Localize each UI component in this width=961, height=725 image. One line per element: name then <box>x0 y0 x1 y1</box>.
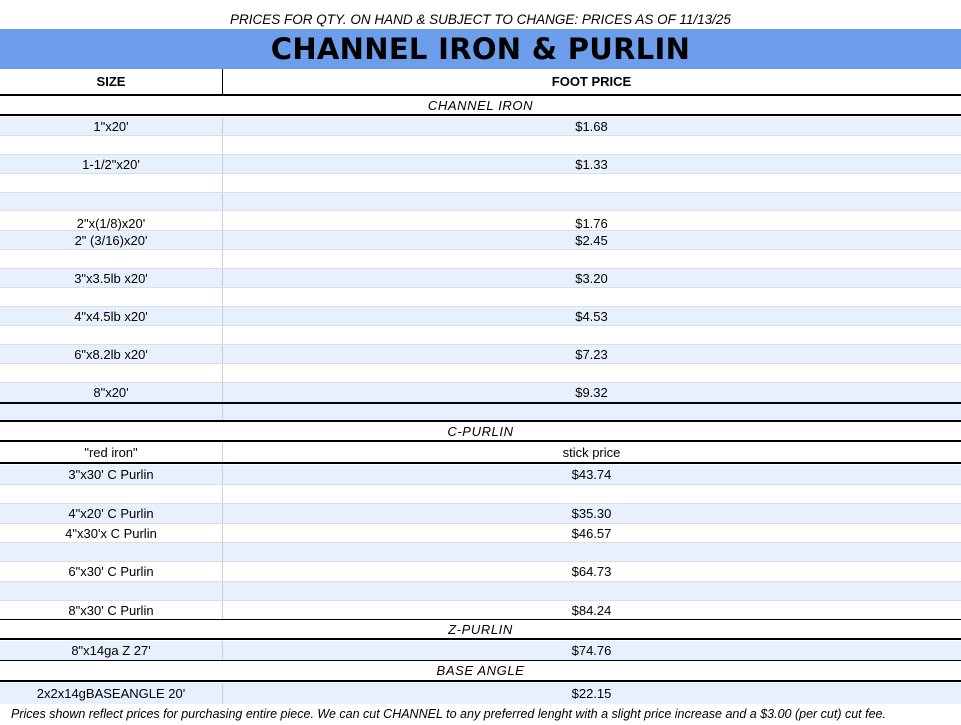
table-row: 6"x8.2lb x20' $7.23 <box>0 345 961 364</box>
section-channel-iron: CHANNEL IRON <box>0 96 961 116</box>
price-cell: $1.76 <box>575 216 608 231</box>
table-row: 8"x30' C Purlin $84.24 <box>0 601 961 620</box>
price-cell: $43.74 <box>571 467 612 482</box>
header-size: SIZE <box>96 74 126 89</box>
price-cell: $35.30 <box>571 506 612 521</box>
table-row: 2" (3/16)x20' $2.45 <box>0 231 961 250</box>
table-row: 8"x14ga Z 27' $74.76 <box>0 641 961 661</box>
size-cell: 6"x8.2lb x20' <box>74 346 148 362</box>
price-cell: $4.53 <box>575 308 608 324</box>
size-cell <box>0 174 222 192</box>
subheader-stick-price: stick price <box>562 445 621 460</box>
size-cell <box>0 250 222 268</box>
table-row: 3"x30' C Purlin $43.74 <box>0 465 961 485</box>
size-cell <box>0 326 222 344</box>
size-cell <box>0 485 222 503</box>
table-row <box>0 485 961 504</box>
column-divider <box>222 69 223 94</box>
table-row: 8"x20' $9.32 <box>0 383 961 404</box>
price-cell <box>222 326 961 344</box>
header-foot-price: FOOT PRICE <box>551 74 632 89</box>
table-row: 4"x20' C Purlin $35.30 <box>0 504 961 524</box>
table-row: 6"x30' C Purlin $64.73 <box>0 562 961 582</box>
table-row: 3"x3.5lb x20' $3.20 <box>0 269 961 288</box>
price-cell: $2.45 <box>575 232 608 248</box>
size-cell: 1"x20' <box>93 118 129 134</box>
table-row <box>0 136 961 155</box>
price-cell: $22.15 <box>571 686 612 701</box>
size-cell: 3"x30' C Purlin <box>68 467 154 482</box>
section-c-purlin: C-PURLIN <box>0 422 961 442</box>
price-cell: $84.24 <box>571 602 612 618</box>
size-cell: 1-1/2"x20' <box>82 156 140 172</box>
size-cell: 6"x30' C Purlin <box>68 564 154 579</box>
spacer-row <box>0 404 961 422</box>
size-cell: 2x2x14gBASEANGLE 20' <box>36 686 186 701</box>
price-cell <box>222 174 961 192</box>
table-row: 2"x(1/8)x20' $1.76 <box>0 211 961 231</box>
price-cell <box>222 136 961 154</box>
table-header: SIZE FOOT PRICE <box>0 69 961 96</box>
page-title: CHANNEL IRON & PURLIN <box>0 29 961 69</box>
size-cell: 4"x30'x C Purlin <box>65 525 157 541</box>
table-row: 1-1/2"x20' $1.33 <box>0 155 961 174</box>
table-row <box>0 193 961 211</box>
table-row: 4"x30'x C Purlin $46.57 <box>0 524 961 543</box>
size-cell: 2" (3/16)x20' <box>74 232 148 248</box>
price-cell: $7.23 <box>575 346 608 362</box>
price-cell <box>222 543 961 561</box>
price-cell: $74.76 <box>571 643 612 658</box>
size-cell <box>0 136 222 154</box>
c-purlin-subheader: "red iron" stick price <box>0 443 961 464</box>
size-cell <box>0 364 222 382</box>
size-cell <box>0 543 222 561</box>
price-cell: $9.32 <box>575 385 608 400</box>
price-cell <box>222 485 961 503</box>
size-cell: 2"x(1/8)x20' <box>76 216 146 231</box>
price-cell: $1.33 <box>575 156 608 172</box>
size-cell: 8"x14ga Z 27' <box>71 643 151 658</box>
price-cell <box>222 288 961 306</box>
price-cell: $46.57 <box>571 525 612 541</box>
footer-note: Prices shown reflect prices for purchasi… <box>11 707 886 721</box>
size-cell: 4"x4.5lb x20' <box>74 308 148 324</box>
table-row <box>0 364 961 383</box>
table-row <box>0 543 961 562</box>
subheader-red-iron: "red iron" <box>84 445 138 460</box>
price-notice: PRICES FOR QTY. ON HAND & SUBJECT TO CHA… <box>230 12 731 27</box>
size-cell <box>0 582 222 600</box>
table-row <box>0 326 961 345</box>
price-cell: $64.73 <box>571 564 612 579</box>
size-cell <box>0 193 222 210</box>
price-cell <box>222 582 961 600</box>
section-base-angle: BASE ANGLE <box>0 661 961 682</box>
table-row <box>0 250 961 269</box>
price-cell <box>222 250 961 268</box>
table-row: 2x2x14gBASEANGLE 20' $22.15 <box>0 683 961 704</box>
price-cell: $3.20 <box>575 270 608 286</box>
table-row <box>0 582 961 601</box>
table-row: 1"x20' $1.68 <box>0 117 961 136</box>
size-cell: 3"x3.5lb x20' <box>74 270 148 286</box>
size-cell: 8"x20' <box>93 385 129 400</box>
table-row <box>0 174 961 193</box>
section-z-purlin: Z-PURLIN <box>0 620 961 640</box>
price-cell <box>222 364 961 382</box>
size-cell: 8"x30' C Purlin <box>68 602 154 618</box>
table-row <box>0 288 961 307</box>
price-cell <box>222 193 961 210</box>
size-cell <box>0 288 222 306</box>
size-cell: 4"x20' C Purlin <box>68 506 154 521</box>
price-cell: $1.68 <box>575 118 608 134</box>
table-row: 4"x4.5lb x20' $4.53 <box>0 307 961 326</box>
